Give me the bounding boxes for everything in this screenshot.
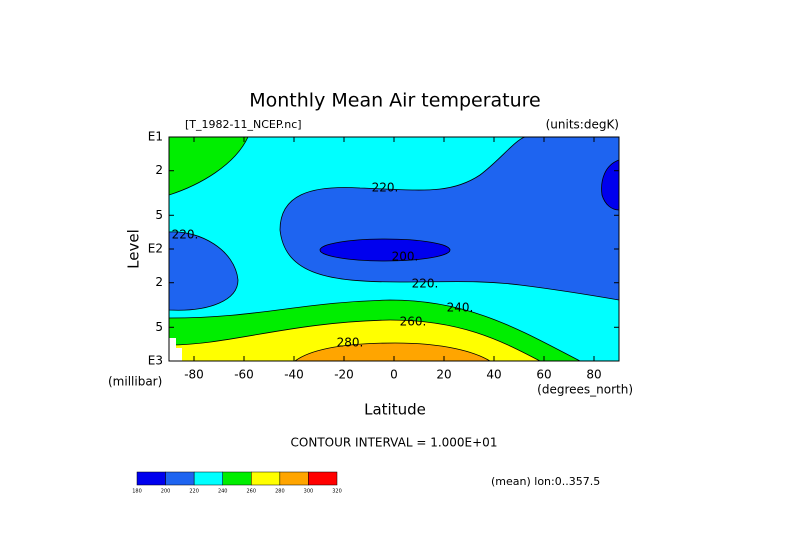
colorbar-label: 200 xyxy=(161,489,171,495)
y-tick-label: 5 xyxy=(155,320,163,334)
colorbar-box xyxy=(222,471,252,486)
colorbar-box xyxy=(251,471,281,486)
contour-label: 200. xyxy=(392,250,419,264)
contour-label: 260. xyxy=(400,314,427,328)
y-tick-label: 5 xyxy=(155,208,163,222)
contour-label: 220. xyxy=(372,180,399,194)
colorbar-box xyxy=(279,471,309,486)
y-tick-label: 2 xyxy=(155,163,163,177)
x-tick-label: 0 xyxy=(390,368,398,382)
x-tick-label: 40 xyxy=(486,368,501,382)
x-tick-label: -20 xyxy=(334,368,354,382)
contour-interval: CONTOUR INTERVAL = 1.000E+01 xyxy=(291,436,498,450)
colorbar-label: 240 xyxy=(218,489,228,495)
colorbar-label: 220 xyxy=(189,489,199,495)
contour-fills xyxy=(169,137,619,361)
colorbar-label: 260 xyxy=(247,489,257,495)
y-tick-label: 2 xyxy=(155,275,163,289)
x-tick-label: -40 xyxy=(284,368,304,382)
colorbar-box xyxy=(193,471,223,486)
colorbar-box xyxy=(136,471,166,486)
y-tick-label: E1 xyxy=(148,130,163,144)
subtitle-right: (units:degK) xyxy=(546,118,619,132)
contour-fill xyxy=(319,238,451,262)
x-axis-label: Latitude xyxy=(364,401,426,419)
x-axis-units: (degrees_north) xyxy=(537,383,633,397)
annotation: (mean) lon:0..357.5 xyxy=(491,475,600,488)
contour-label: 240. xyxy=(447,301,474,315)
x-tick-label: 60 xyxy=(536,368,551,382)
contour-label: 220. xyxy=(412,276,439,290)
contour-label: 280. xyxy=(337,335,364,349)
colorbar-label: 320 xyxy=(332,489,342,495)
subtitle-left: [T_1982-11_NCEP.nc] xyxy=(185,118,302,131)
contour-fill xyxy=(601,159,619,211)
colorbar-label: 180 xyxy=(132,489,142,495)
y-axis-label: Level xyxy=(125,229,143,269)
y-tick-label: E2 xyxy=(148,242,163,256)
x-tick-label: -60 xyxy=(234,368,254,382)
y-tick-label: E3 xyxy=(148,354,163,368)
missing-data xyxy=(169,338,182,361)
x-tick-label: -80 xyxy=(184,368,204,382)
colorbar-label: 300 xyxy=(304,489,314,495)
x-tick-label: 80 xyxy=(586,368,601,382)
contour-fill xyxy=(169,137,249,196)
colorbar-label: 280 xyxy=(275,489,285,495)
contour-fill xyxy=(169,231,239,311)
contour-label: 220. xyxy=(172,228,199,242)
y-axis-units: (millibar) xyxy=(108,375,162,389)
colorbar-box xyxy=(308,471,338,486)
chart-title: Monthly Mean Air temperature xyxy=(249,90,540,112)
colorbar-box xyxy=(165,471,195,486)
x-tick-label: 20 xyxy=(436,368,451,382)
